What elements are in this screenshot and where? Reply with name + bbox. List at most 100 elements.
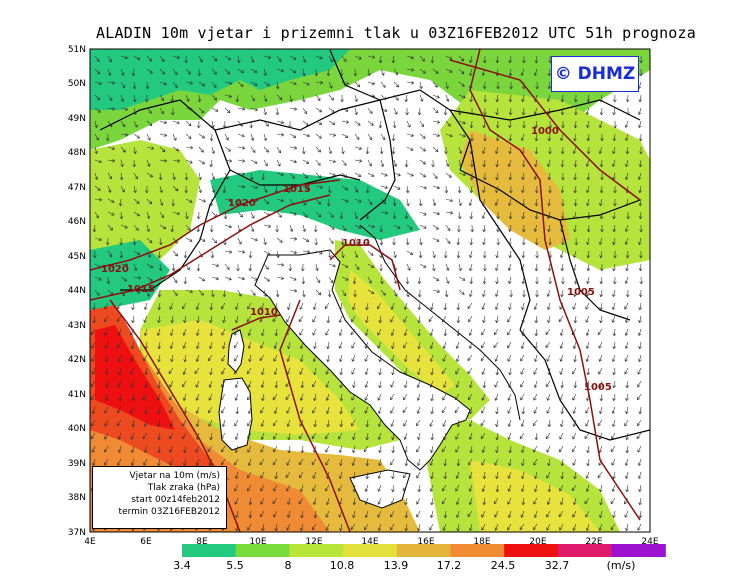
wind-arrow	[234, 328, 239, 336]
wind-arrow	[142, 393, 148, 401]
colorbar-segment	[289, 544, 344, 557]
wind-arrow	[339, 419, 344, 428]
wind-arrow	[468, 198, 473, 206]
wind-arrow	[638, 484, 642, 493]
wind-arrow	[626, 108, 630, 116]
wind-arrow	[272, 497, 278, 504]
wind-arrow	[443, 107, 448, 116]
wind-arrow	[263, 107, 267, 116]
wind-arrow	[222, 341, 226, 350]
wind-arrow	[326, 354, 330, 363]
wind-arrow	[561, 237, 565, 246]
wind-arrow	[324, 302, 330, 310]
wind-arrow	[612, 107, 616, 116]
wind-arrow	[469, 146, 474, 155]
wind-arrow	[585, 159, 590, 167]
wind-arrow	[547, 159, 551, 167]
wind-arrow	[598, 146, 603, 154]
wind-arrow	[185, 145, 194, 150]
wind-arrow	[341, 133, 349, 138]
wind-arrow	[482, 185, 486, 194]
wind-arrow	[455, 497, 460, 505]
wind-arrow	[458, 146, 463, 154]
wind-arrow	[441, 367, 447, 375]
wind-arrow	[249, 172, 254, 181]
wind-arrow	[313, 341, 317, 350]
wind-arrow	[248, 406, 252, 414]
wind-arrow	[133, 275, 142, 280]
wind-arrow	[611, 406, 616, 414]
wind-arrow	[417, 107, 422, 116]
wind-arrow	[468, 471, 473, 479]
wind-arrow	[273, 354, 278, 362]
wind-arrow	[403, 471, 408, 479]
wind-arrow	[391, 445, 396, 454]
wind-arrow	[469, 68, 473, 77]
isobar-label: 1000	[531, 126, 559, 137]
wind-arrow	[403, 328, 408, 336]
wind-arrow	[237, 68, 245, 73]
wind-arrow	[172, 250, 178, 257]
wind-arrow	[572, 523, 577, 531]
wind-arrow	[351, 367, 356, 375]
lat-label: 38N	[68, 493, 86, 503]
wind-arrow	[458, 276, 466, 281]
wind-arrow	[496, 81, 500, 90]
wind-arrow	[442, 393, 447, 401]
wind-arrow	[454, 406, 460, 414]
wind-arrow	[285, 393, 291, 400]
wind-arrow	[158, 172, 163, 181]
wind-arrow	[354, 81, 361, 88]
wind-arrow	[94, 133, 99, 141]
wind-arrow	[508, 146, 512, 155]
wind-arrow	[286, 419, 291, 427]
wind-arrow	[547, 263, 552, 272]
wind-arrow	[377, 419, 382, 427]
lat-label: 48N	[68, 148, 86, 158]
wind-arrow	[315, 146, 321, 153]
wind-arrow	[585, 484, 590, 492]
wind-arrow	[237, 146, 246, 150]
wind-arrow	[364, 510, 369, 518]
wind-arrow	[547, 68, 552, 77]
wind-arrow	[561, 172, 565, 181]
wind-arrow	[445, 159, 450, 167]
wind-arrow	[315, 120, 323, 125]
wind-arrow	[364, 523, 369, 531]
wind-arrow	[507, 406, 512, 414]
wind-arrow	[429, 419, 434, 427]
wind-arrow	[522, 224, 526, 233]
wind-arrow	[457, 224, 461, 233]
wind-arrow	[211, 68, 217, 75]
wind-arrow	[534, 211, 539, 220]
wind-arrow	[184, 185, 188, 194]
wind-arrow	[378, 445, 382, 454]
wind-arrow	[146, 55, 152, 62]
wind-arrow	[352, 445, 356, 454]
wind-arrow	[507, 484, 512, 492]
wind-arrow	[354, 159, 363, 163]
wind-arrow	[339, 211, 344, 220]
wind-arrow	[94, 107, 101, 113]
wind-arrow	[442, 341, 447, 349]
wind-arrow	[261, 393, 265, 402]
wind-arrow	[120, 94, 125, 102]
wind-arrow	[442, 315, 447, 323]
wind-arrow	[364, 484, 369, 492]
wind-arrow	[377, 497, 382, 505]
wind-arrow	[429, 458, 434, 466]
wind-arrow	[494, 393, 499, 401]
wind-arrow	[545, 432, 551, 440]
wind-arrow	[458, 120, 466, 125]
wind-arrow	[584, 432, 590, 439]
wind-arrow	[235, 315, 239, 324]
wind-arrow	[508, 237, 512, 246]
wind-arrow	[431, 159, 435, 168]
wind-arrow	[185, 237, 193, 242]
wind-arrow	[625, 471, 629, 479]
wind-arrow	[377, 523, 382, 531]
wind-arrow	[507, 497, 512, 505]
wind-arrow	[520, 380, 525, 388]
wind-arrow	[248, 263, 253, 272]
wind-arrow	[328, 146, 333, 154]
